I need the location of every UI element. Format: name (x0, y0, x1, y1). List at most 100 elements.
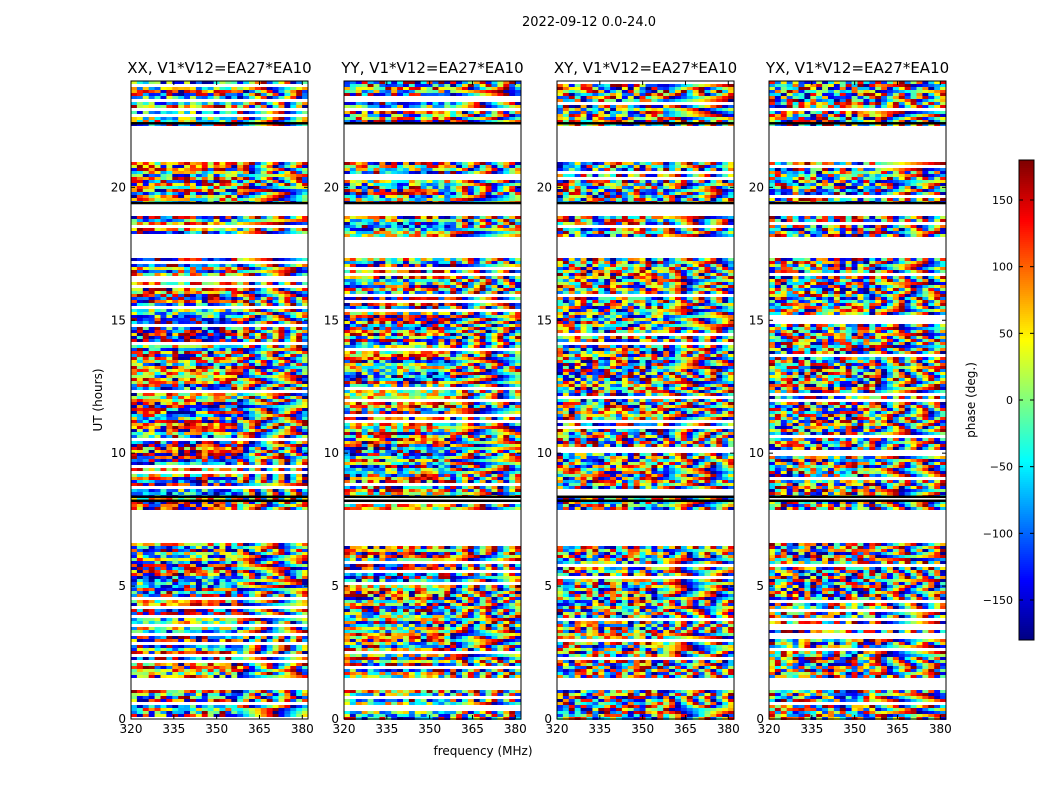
heatmap-cell (154, 648, 161, 651)
heatmap-cell (296, 591, 303, 594)
heatmap-cell (148, 321, 155, 324)
heatmap-cell (207, 501, 214, 504)
heatmap-cell (160, 591, 167, 594)
heatmap-cell (213, 462, 220, 465)
heatmap-cell (213, 468, 220, 471)
heatmap-cell (243, 570, 250, 573)
heatmap-cell (184, 576, 191, 579)
heatmap-cell (131, 402, 138, 405)
heatmap-cell (367, 84, 374, 87)
heatmap-cell (266, 258, 273, 261)
heatmap-cell (184, 303, 191, 306)
heatmap-cell (207, 168, 214, 171)
heatmap-cell (391, 183, 398, 186)
heatmap-cell (160, 351, 167, 354)
heatmap-cell (249, 372, 256, 375)
y-tick-label: 5 (118, 579, 126, 593)
heatmap-cell (403, 105, 410, 108)
heatmap-cell (190, 705, 197, 708)
heatmap-cell (254, 222, 262, 225)
heatmap-cell (296, 564, 303, 567)
heatmap-cell (249, 504, 256, 507)
heatmap-cell (219, 501, 226, 504)
heatmap-cell (237, 705, 244, 708)
heatmap-cell (290, 96, 297, 99)
heatmap-cell (131, 162, 138, 165)
heatmap-cell (207, 657, 214, 660)
heatmap-cell (237, 363, 244, 366)
heatmap-cell (243, 573, 250, 576)
heatmap-cell (184, 657, 191, 660)
heatmap-cell (131, 504, 138, 507)
heatmap-cell (166, 81, 173, 84)
heatmap-cell (272, 477, 279, 480)
heatmap-cell (213, 429, 220, 432)
heatmap-cell (266, 459, 273, 462)
heatmap-cell (231, 399, 238, 402)
heatmap-cell (231, 453, 238, 456)
heatmap-cell (166, 312, 173, 315)
heatmap-cell (231, 273, 238, 276)
heatmap-cell (207, 699, 214, 702)
heatmap-cell (284, 405, 291, 408)
heatmap-cell (302, 564, 309, 567)
heatmap-cell (284, 672, 291, 675)
heatmap-cell (278, 180, 285, 183)
heatmap-cell (296, 297, 303, 300)
heatmap-cell (166, 579, 173, 582)
heatmap-cell (201, 711, 209, 714)
heatmap-cell (302, 504, 309, 507)
heatmap-cell (184, 612, 191, 615)
heatmap-cell (178, 603, 185, 606)
heatmap-cell (207, 366, 214, 369)
heatmap-cell (272, 312, 279, 315)
heatmap-cell (225, 309, 232, 312)
heatmap-cell (284, 477, 291, 480)
heatmap-cell (213, 339, 220, 342)
heatmap-cell (403, 90, 410, 93)
heatmap-cell (148, 165, 155, 168)
heatmap-cell (201, 456, 209, 459)
heatmap-cell (408, 90, 416, 93)
heatmap-cell (201, 585, 209, 588)
heatmap-cell (414, 111, 422, 114)
heatmap-cell (243, 105, 250, 108)
heatmap-cell (237, 543, 244, 546)
heatmap-cell (148, 453, 155, 456)
heatmap-cell (408, 165, 416, 168)
heatmap-cell (190, 507, 197, 510)
heatmap-cell (284, 105, 291, 108)
heatmap-cell (225, 600, 232, 603)
heatmap-cell (249, 711, 256, 714)
heatmap-cell (131, 663, 138, 666)
heatmap-cell (254, 345, 262, 348)
heatmap-cell (184, 354, 191, 357)
heatmap-cell (136, 456, 144, 459)
heatmap-cell (420, 168, 427, 171)
heatmap-cell (231, 582, 238, 585)
heatmap-cell (195, 417, 203, 420)
heatmap-cell (166, 273, 173, 276)
heatmap-cell (420, 102, 427, 105)
heatmap-cell (201, 291, 209, 294)
heatmap-cell (166, 186, 173, 189)
heatmap-cell (237, 402, 244, 405)
heatmap-cell (154, 483, 161, 486)
heatmap-cell (266, 567, 273, 570)
heatmap-cell (201, 354, 209, 357)
heatmap-cell (385, 171, 392, 174)
heatmap-cell (272, 501, 279, 504)
heatmap-cell (249, 657, 256, 660)
heatmap-cell (272, 480, 279, 483)
heatmap-cell (195, 117, 203, 120)
heatmap-cell (131, 348, 138, 351)
heatmap-cell (243, 195, 250, 198)
heatmap-cell (361, 189, 368, 192)
heatmap-cell (131, 546, 138, 549)
heatmap-cell (131, 231, 138, 234)
heatmap-cell (296, 420, 303, 423)
heatmap-cell (349, 189, 357, 192)
heatmap-cell (172, 558, 179, 561)
heatmap-cell (195, 492, 203, 495)
heatmap-cell (426, 162, 433, 165)
